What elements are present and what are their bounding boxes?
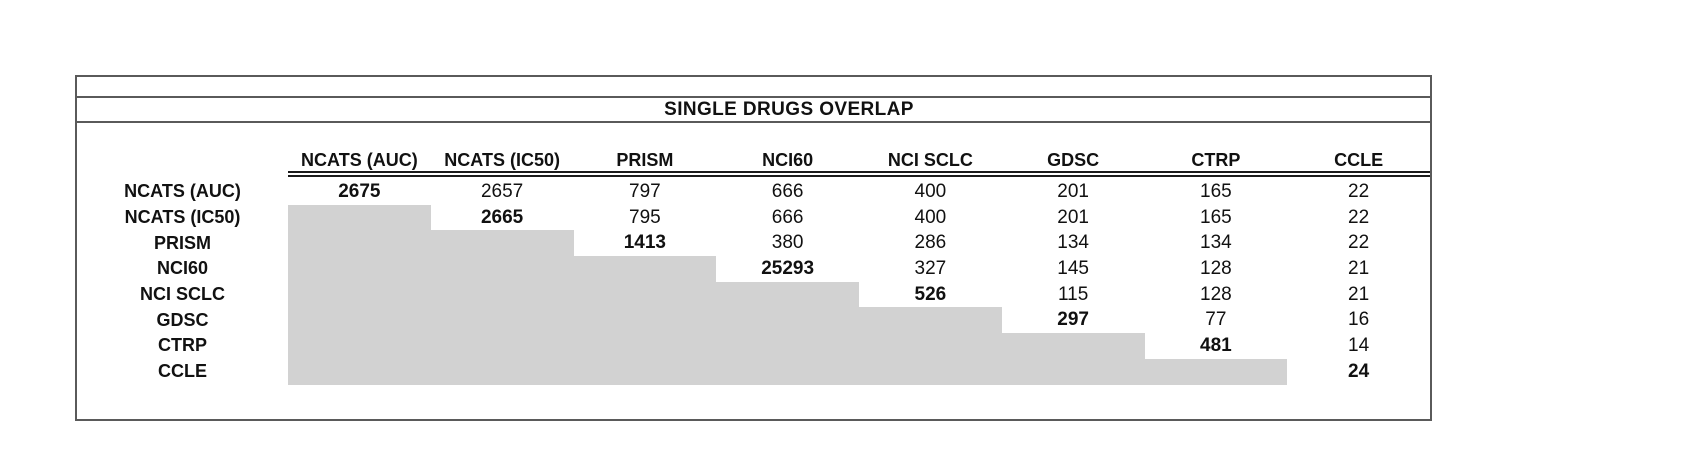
matrix-cell: 21 — [1348, 283, 1370, 305]
matrix-cell-empty — [288, 333, 431, 359]
matrix-cell: 327 — [914, 257, 947, 279]
column-header: CTRP — [1191, 150, 1241, 170]
matrix-cell-empty — [288, 307, 431, 334]
matrix-cell-empty — [430, 307, 574, 334]
row-label: CCLE — [158, 361, 207, 382]
matrix-cell-empty — [716, 307, 859, 334]
single-drugs-overlap-table: SINGLE DRUGS OVERLAP NCATS (AUC) NCATS (… — [75, 75, 1432, 421]
matrix-cell-diagonal: 526 — [914, 283, 947, 305]
row-label: PRISM — [153, 232, 211, 253]
matrix-cell: 286 — [914, 232, 947, 254]
matrix-cell: 201 — [1057, 206, 1089, 228]
matrix-cell: 22 — [1348, 232, 1370, 254]
matrix-cell-diagonal: 1413 — [623, 232, 667, 254]
matrix-cell-diagonal: 25293 — [761, 257, 815, 279]
matrix-cell: 797 — [629, 180, 661, 202]
matrix-cell: 134 — [1200, 232, 1232, 254]
top-empty-strip — [77, 77, 1430, 98]
column-header: NCATS (AUC) — [301, 150, 418, 170]
matrix-cell-empty — [573, 256, 717, 282]
matrix-cell-empty — [716, 333, 859, 359]
matrix-cell-empty — [573, 333, 717, 359]
matrix-cell-diagonal: 24 — [1348, 360, 1370, 382]
matrix-cell-empty — [430, 230, 574, 257]
column-header: PRISM — [616, 150, 674, 170]
matrix-cell-empty — [573, 358, 717, 385]
matrix-cell-diagonal: 2665 — [480, 206, 524, 228]
matrix-cell: 165 — [1200, 180, 1232, 202]
matrix-cell-empty — [288, 281, 431, 308]
matrix-cell-empty — [573, 281, 717, 308]
matrix-cell: 77 — [1205, 309, 1227, 331]
matrix-cell-diagonal: 481 — [1200, 334, 1232, 356]
matrix-cell: 145 — [1057, 257, 1089, 279]
matrix-cell-empty — [288, 204, 431, 231]
matrix-cell-empty — [430, 256, 574, 282]
matrix-cell: 16 — [1348, 309, 1370, 331]
row-label: NCATS (IC50) — [124, 207, 241, 228]
matrix-cell: 128 — [1200, 283, 1232, 305]
matrix-cell-diagonal: 297 — [1057, 309, 1089, 331]
title-row: SINGLE DRUGS OVERLAP — [77, 98, 1430, 123]
matrix-cell-empty — [288, 230, 431, 257]
row-label: GDSC — [156, 309, 209, 330]
matrix-cell-empty — [573, 307, 717, 334]
matrix-cell: 22 — [1348, 206, 1370, 228]
column-header: GDSC — [1047, 150, 1100, 170]
matrix-cell: 134 — [1057, 232, 1089, 254]
column-header: NCI SCLC — [887, 150, 973, 170]
matrix-cell-empty — [430, 358, 574, 385]
matrix-cell: 165 — [1200, 206, 1232, 228]
column-header: NCI60 — [762, 150, 814, 170]
matrix-cell: 666 — [771, 180, 804, 202]
column-header: CCLE — [1334, 150, 1384, 170]
matrix-cell: 2657 — [480, 180, 524, 202]
matrix-cell-empty — [430, 281, 574, 308]
matrix-cell: 795 — [629, 206, 661, 228]
row-label: NCI SCLC — [140, 284, 225, 305]
matrix-cell-empty — [288, 256, 431, 282]
matrix-cell: 201 — [1057, 180, 1089, 202]
matrix-cell: 400 — [914, 206, 947, 228]
matrix-cell-diagonal: 2675 — [338, 180, 381, 202]
matrix-cell: 14 — [1348, 334, 1370, 356]
matrix-cell: 666 — [771, 206, 804, 228]
overlap-matrix: NCATS (AUC) NCATS (IC50) PRISM NCI60 NCI… — [77, 123, 1430, 419]
matrix-cell-empty — [1001, 333, 1145, 359]
matrix-cell: 128 — [1200, 257, 1232, 279]
matrix-cell-empty — [1144, 358, 1288, 385]
corner-cell — [77, 123, 288, 179]
matrix-cell-empty — [859, 358, 1002, 385]
matrix-cell-empty — [859, 333, 1002, 359]
matrix-cell-empty — [716, 358, 859, 385]
matrix-cell-empty — [716, 281, 859, 308]
matrix-cell-empty — [859, 307, 1002, 334]
matrix-cell: 400 — [914, 180, 947, 202]
row-label: NCI60 — [156, 258, 209, 279]
matrix-cell-empty — [430, 333, 574, 359]
matrix-cell: 21 — [1348, 257, 1370, 279]
table-title: SINGLE DRUGS OVERLAP — [664, 98, 914, 120]
column-header: NCATS (IC50) — [444, 150, 560, 170]
row-label: CTRP — [158, 335, 207, 356]
row-label: NCATS (AUC) — [124, 181, 241, 202]
matrix-cell-empty — [1001, 358, 1145, 385]
matrix-cell: 115 — [1057, 283, 1089, 305]
matrix-cell: 22 — [1348, 180, 1370, 202]
matrix-cell: 380 — [771, 232, 804, 254]
matrix-cell-empty — [288, 358, 431, 385]
